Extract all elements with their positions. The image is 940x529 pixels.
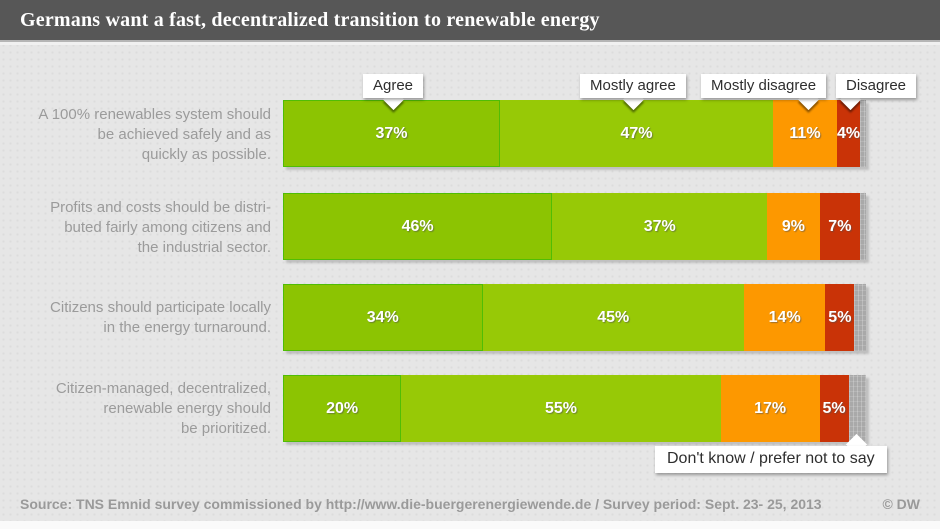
bar-segment-disagree: 4% <box>836 100 861 167</box>
stacked-bar-row: 20% 55% 17% 5% <box>283 375 866 442</box>
bar-segment-dont-know <box>848 375 866 442</box>
bar-segment-agree: 46% <box>283 193 553 260</box>
bar-segment-mostly-disagree: 11% <box>773 100 837 167</box>
bar-segment-mostly-agree: 47% <box>499 100 774 167</box>
legend-label-mostly-agree: Mostly agree <box>580 74 686 98</box>
row-label: Citizen-managed, decentralized, renewabl… <box>55 380 271 437</box>
bar-segment-agree: 20% <box>283 375 402 442</box>
segment-value-label: 11% <box>789 124 821 142</box>
dont-know-label: Don't know / prefer not to say <box>655 446 887 473</box>
bar-segment-disagree: 7% <box>819 193 861 260</box>
segment-value-label: 4% <box>836 124 861 142</box>
bar-segment-mostly-agree: 45% <box>482 284 744 351</box>
segment-value-label: 37% <box>375 124 408 142</box>
segment-value-label: 20% <box>326 399 359 417</box>
segment-value-label: 55% <box>544 399 577 417</box>
segment-value-label: 45% <box>597 308 630 326</box>
legend-label-disagree: Disagree <box>836 74 917 98</box>
bar-segment-mostly-disagree: 14% <box>744 284 826 351</box>
bar-segment-dont-know <box>854 284 867 351</box>
bar-segment-mostly-agree: 37% <box>552 193 768 260</box>
bar-segment-disagree: 5% <box>819 375 849 442</box>
bar-segment-disagree: 5% <box>825 284 855 351</box>
row-label: Citizens should participate locally in t… <box>50 299 271 336</box>
bar-segment-dont-know <box>860 100 866 167</box>
page-title: Germans want a fast, decentralized trans… <box>20 8 600 31</box>
bar-segment-mostly-disagree: 9% <box>767 193 820 260</box>
bar-segment-dont-know <box>860 193 867 260</box>
stacked-bar-row: 34% 45% 14% 5% <box>283 284 867 351</box>
legend-label-agree: Agree <box>363 74 424 98</box>
stacked-bar-row: 46% 37% 9% 7% <box>283 193 867 260</box>
bar-segment-agree: 37% <box>283 100 500 167</box>
segment-value-label: 46% <box>401 217 434 235</box>
stacked-bar-row: 37% 47% 11% 4% <box>283 100 866 167</box>
segment-value-label: 5% <box>822 399 846 417</box>
segment-value-label: 7% <box>828 217 852 235</box>
row-label: A 100% renewables system should be achie… <box>38 106 271 163</box>
segment-value-label: 17% <box>754 399 787 417</box>
source-text: Source: TNS Emnid survey commissioned by… <box>20 496 822 512</box>
segment-value-label: 34% <box>366 308 399 326</box>
segment-value-label: 9% <box>781 217 805 235</box>
bar-segment-mostly-disagree: 17% <box>720 375 820 442</box>
segment-value-label: 37% <box>643 217 676 235</box>
copyright-badge: © DW <box>882 496 920 512</box>
legend-label-mostly-disagree: Mostly disagree <box>701 74 827 98</box>
segment-value-label: 14% <box>768 308 801 326</box>
bar-segment-mostly-agree: 55% <box>401 375 721 442</box>
row-label: Profits and costs should be distri- bute… <box>50 199 271 256</box>
bar-segment-agree: 34% <box>283 284 483 351</box>
segment-value-label: 47% <box>620 124 653 142</box>
segment-value-label: 5% <box>828 308 852 326</box>
bottom-strip <box>0 521 940 529</box>
title-bar: Germans want a fast, decentralized trans… <box>0 0 940 40</box>
